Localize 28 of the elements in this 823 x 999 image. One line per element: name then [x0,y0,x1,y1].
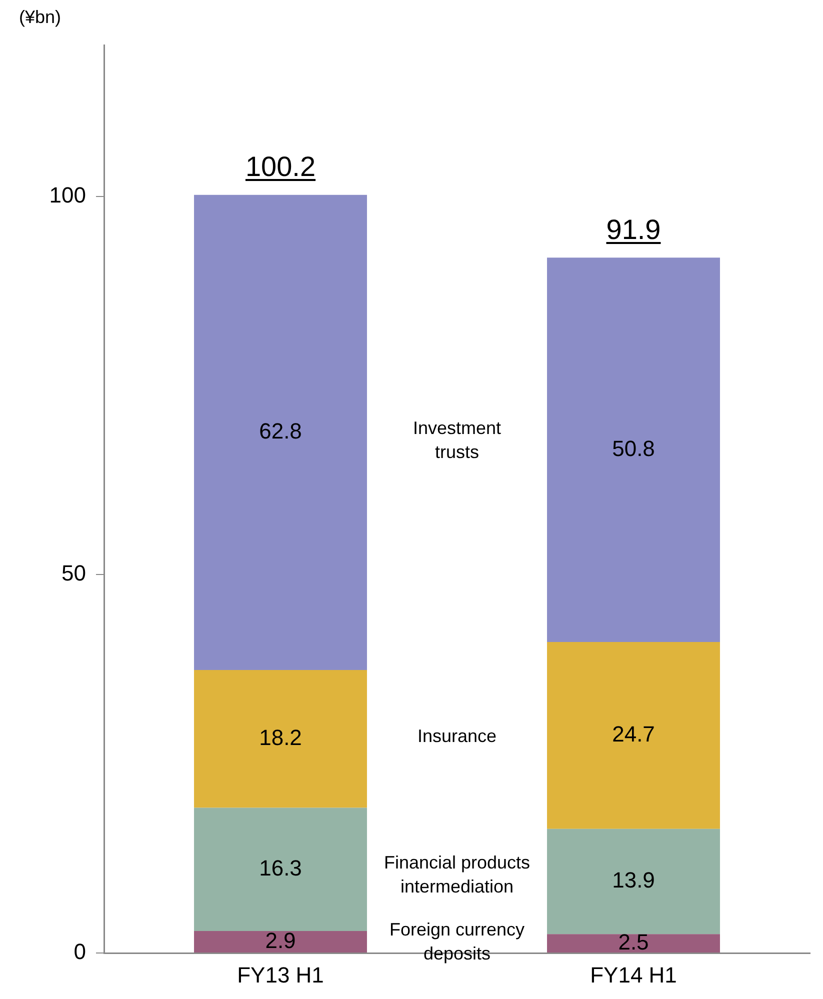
y-tick-label: 100 [49,182,86,208]
y-tick-label: 50 [62,560,86,586]
text: Insurance [417,726,497,746]
total-label: 100.2 [245,150,316,183]
data-label: 50.8 [612,436,655,461]
data-label: 62.8 [259,418,302,444]
bar [194,670,367,808]
bar [194,931,367,952]
y-tick-label: 0 [74,939,86,964]
x-tick-label: FY13 H1 [237,962,324,988]
series-label: Foreign currency deposits [389,920,525,964]
x-tick-label: FY14 H1 [590,962,677,988]
text: Investment trusts [412,418,502,462]
bar [547,258,720,642]
data-label: 16.3 [259,855,302,880]
data-label: 13.9 [612,868,655,893]
bar [547,934,720,952]
data-label: 2.9 [265,928,296,953]
total-label: 91.9 [606,214,661,246]
bar [547,642,720,829]
data-label: 24.7 [612,722,655,747]
data-label: 18.2 [259,724,302,750]
bar [194,808,367,932]
y-axis-title: (¥bn) [18,6,62,27]
bar [547,828,720,934]
series-label: Financial products intermediation [384,852,530,896]
bar [194,194,367,670]
data-label: 2.5 [618,929,649,954]
